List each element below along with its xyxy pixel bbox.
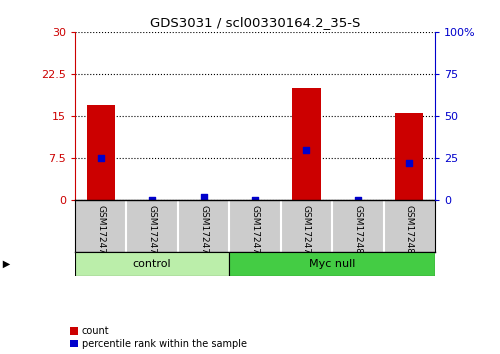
Text: GSM172479: GSM172479 <box>302 205 311 260</box>
Text: GSM172476: GSM172476 <box>148 205 156 260</box>
Bar <box>230 252 435 276</box>
Text: Myc null: Myc null <box>309 259 356 269</box>
Bar <box>75 252 230 276</box>
Text: GSM172477: GSM172477 <box>199 205 208 260</box>
Point <box>200 194 207 199</box>
Point <box>354 197 362 203</box>
Point <box>251 197 259 203</box>
Bar <box>292 88 320 200</box>
Point <box>96 155 104 161</box>
Text: GSM172481: GSM172481 <box>405 205 414 260</box>
Bar <box>395 113 424 200</box>
Point <box>302 147 310 152</box>
Text: GSM172475: GSM172475 <box>96 205 105 260</box>
Text: GSM172478: GSM172478 <box>250 205 260 260</box>
Text: GSM172480: GSM172480 <box>354 205 362 260</box>
Title: GDS3031 / scl00330164.2_35-S: GDS3031 / scl00330164.2_35-S <box>150 16 360 29</box>
Point <box>148 197 156 203</box>
Text: genotype/variation ▶: genotype/variation ▶ <box>0 259 10 269</box>
Point <box>406 160 413 166</box>
Legend: count, percentile rank within the sample: count, percentile rank within the sample <box>70 326 246 349</box>
Bar <box>86 105 115 200</box>
Text: control: control <box>133 259 172 269</box>
